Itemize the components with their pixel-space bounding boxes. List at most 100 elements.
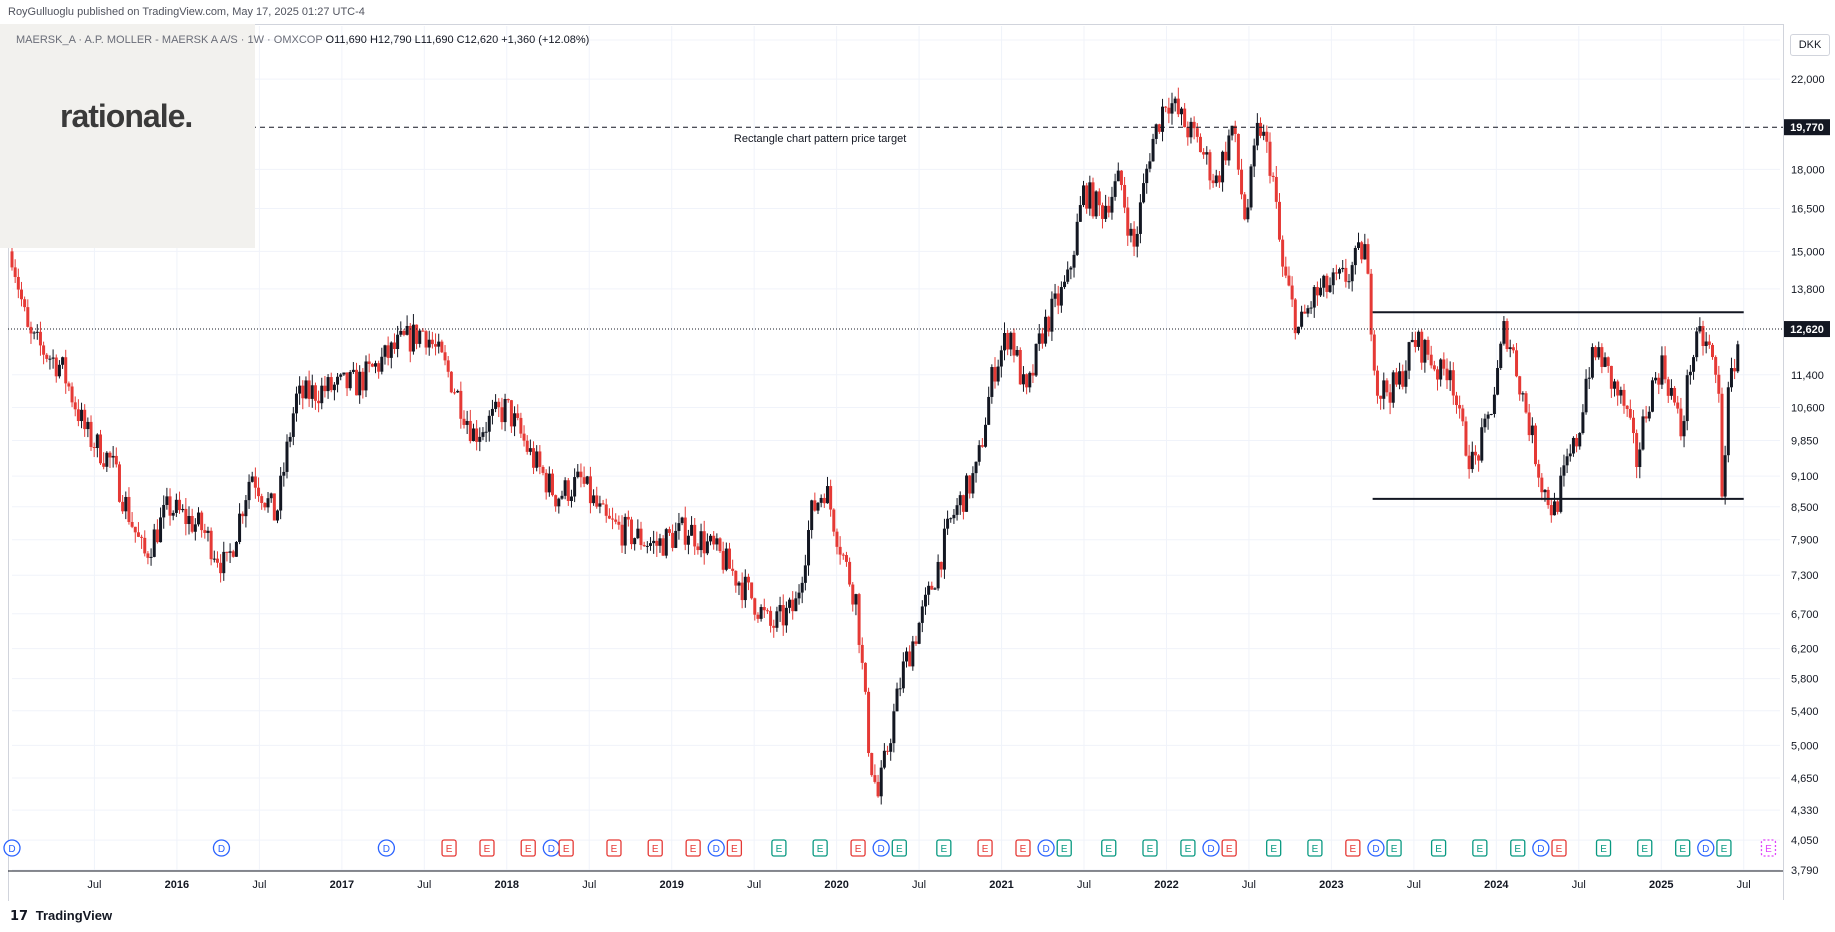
candle-body <box>1259 122 1263 136</box>
candle-body <box>187 515 191 525</box>
candle-body <box>1654 377 1658 381</box>
candle-body <box>617 521 621 525</box>
dividend-event-icon <box>1697 839 1715 857</box>
candle-body <box>1575 437 1579 447</box>
time-tick-label: Jul <box>417 879 431 891</box>
candle-body <box>61 357 65 365</box>
earnings-event-icon <box>1101 839 1117 857</box>
candle-body <box>604 504 608 516</box>
candle-body <box>1227 135 1231 161</box>
candle-body <box>939 561 943 570</box>
candle-body <box>1319 287 1323 296</box>
candle-body <box>285 441 289 472</box>
candle-body <box>996 366 1000 382</box>
candle-body <box>1375 370 1379 396</box>
earnings-event-letter: E <box>1721 844 1728 855</box>
dividend-event-letter: D <box>1537 844 1544 855</box>
candle-body <box>250 476 254 482</box>
candle-body <box>1628 408 1632 418</box>
candle-body <box>1714 357 1718 375</box>
candle-body <box>933 588 937 590</box>
dividend-event-letter: D <box>1372 844 1379 855</box>
candle-body <box>718 538 722 552</box>
earnings-event-icon <box>685 839 701 857</box>
candle-body <box>1341 267 1345 270</box>
earnings-event-letter: E <box>1641 844 1648 855</box>
candle-body <box>1401 371 1405 387</box>
candle-body <box>1692 357 1696 372</box>
candle-body <box>557 498 561 507</box>
candle-body <box>181 508 185 511</box>
earnings-event-letter: E <box>1391 844 1398 855</box>
candle-body <box>459 390 463 419</box>
candle-body <box>418 330 422 344</box>
earnings-event-letter: E <box>446 844 453 855</box>
candle-body <box>1464 421 1468 456</box>
candle-body <box>465 420 469 425</box>
candle-body <box>1613 381 1617 389</box>
candle-body <box>152 529 156 557</box>
candle-body <box>1132 228 1136 247</box>
candle-body <box>753 598 757 615</box>
candle-body <box>1031 372 1035 376</box>
candle-body <box>1527 412 1531 436</box>
candle-body <box>171 512 175 516</box>
candle-body <box>1091 182 1095 217</box>
earnings-event-letter: E <box>1185 844 1192 855</box>
candle-body <box>19 289 23 300</box>
earnings-event-icon <box>977 839 993 857</box>
candle-body <box>434 344 438 347</box>
candle-body <box>522 433 526 441</box>
candle-body <box>980 445 984 447</box>
candle-body <box>1107 205 1111 213</box>
candle-body <box>244 500 248 517</box>
earnings-event-icon <box>1386 839 1402 857</box>
earnings-event-letter: E <box>1765 844 1772 855</box>
dividend-event-icon <box>377 839 396 857</box>
candle-body <box>1069 267 1073 270</box>
price-axis[interactable] <box>1783 24 1835 900</box>
candle-body <box>879 767 883 797</box>
candle-body <box>1644 416 1648 419</box>
candle-body <box>1012 332 1016 356</box>
candle-body <box>683 517 687 545</box>
candle-body <box>509 400 513 427</box>
candle-body <box>478 436 482 442</box>
chart-frame[interactable] <box>8 24 1783 901</box>
candle-body <box>1281 239 1285 267</box>
candle-body <box>1673 387 1677 403</box>
candle-body <box>1097 191 1101 206</box>
tradingview-footer[interactable]: 𝟭𝟳 TradingView <box>10 908 112 924</box>
candle-body <box>1224 151 1228 161</box>
candle-body <box>121 501 125 512</box>
candle-body <box>1404 370 1408 387</box>
candle-body <box>411 324 415 352</box>
price-target-label: Rectangle chart pattern price target <box>734 133 906 145</box>
candle-body <box>1685 375 1689 422</box>
candle-body <box>1123 184 1127 208</box>
candle-body <box>1584 378 1588 413</box>
candle-body <box>222 551 226 574</box>
candle-body <box>573 477 577 497</box>
currency-button[interactable]: DKK <box>1790 34 1830 56</box>
candle-body <box>1695 331 1699 358</box>
candle-body <box>326 377 330 392</box>
candle-body <box>1480 427 1484 461</box>
candle-body <box>364 361 368 391</box>
candle-body <box>1439 359 1443 380</box>
candle-body <box>547 473 551 493</box>
earnings-event-letter: E <box>1514 844 1521 855</box>
candle-body <box>494 401 498 409</box>
candle-body <box>437 341 441 347</box>
candle-body <box>582 477 586 484</box>
candle-body <box>105 452 109 467</box>
candle-body <box>1379 395 1383 399</box>
earnings-event-icon <box>771 839 787 857</box>
candle-body <box>781 605 785 626</box>
publisher-line: RoyGulluoglu published on TradingView.co… <box>8 6 365 18</box>
candle-body <box>595 495 599 507</box>
candle-body <box>307 380 311 399</box>
price-tick-label: 5,400 <box>1791 706 1819 718</box>
earnings-event-letter: E <box>731 844 738 855</box>
